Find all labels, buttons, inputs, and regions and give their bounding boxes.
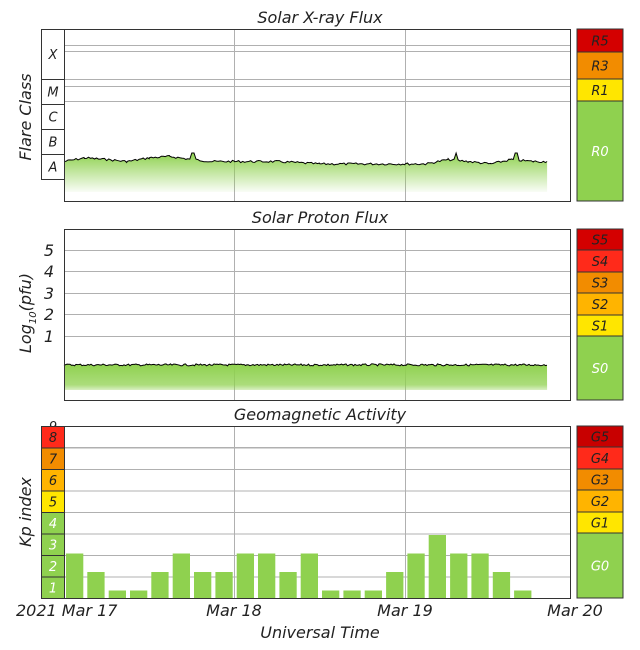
- x-tick-mar17: 2021 Mar 17: [16, 601, 118, 620]
- kp-level-label-5: 5: [49, 495, 57, 510]
- kp-bar: [471, 553, 489, 598]
- kp-bar: [343, 590, 361, 598]
- proton-tick-5: 5: [44, 241, 54, 260]
- proton-flux-area: [64, 363, 548, 390]
- kp-bar: [87, 572, 105, 598]
- s-scale-box-s0: [576, 335, 624, 401]
- kp-bar: [428, 535, 446, 598]
- flare-class-label-c: C: [48, 111, 58, 126]
- proton-frame: [64, 229, 571, 401]
- proton-tick-4: 4: [44, 262, 54, 281]
- kp-bar: [151, 572, 169, 598]
- kp-bar: [236, 553, 254, 598]
- xray-flux-area: [64, 153, 548, 192]
- g-scale-box-g0: [576, 532, 624, 599]
- proton-scale-column: S5 S4 S3 S2 S1 S0: [576, 228, 624, 401]
- xray-title: Solar X-ray Flux: [257, 8, 383, 27]
- kp-bar: [258, 553, 276, 598]
- s-scale-label-s1: S1: [592, 320, 609, 335]
- r-scale-box-r0: [576, 100, 624, 202]
- xray-frame: [64, 29, 571, 202]
- kp-bar: [514, 590, 532, 598]
- geomag-title: Geomagnetic Activity: [234, 405, 407, 424]
- kp-bar: [364, 590, 382, 598]
- s-scale-label-s3: S3: [592, 277, 609, 292]
- x-axis: 2021 Mar 17 Mar 18 Mar 19 Mar 20 Univers…: [16, 601, 603, 642]
- proton-tick-2: 2: [44, 305, 54, 324]
- flare-class-label-x: X: [48, 48, 59, 63]
- kp-level-boxes: 987654321: [41, 420, 65, 599]
- kp-level-label-3: 3: [49, 538, 57, 553]
- g-scale-label-g5: G5: [591, 431, 609, 446]
- proton-panel: 5 4 3 2 1 S5 S4 S3 S2 S1 S0: [44, 228, 624, 401]
- r-scale-label-r3: R3: [591, 60, 608, 75]
- kp-bar: [450, 553, 468, 598]
- kp-level-label-7: 7: [49, 452, 58, 467]
- kp-level-label-2: 2: [49, 560, 57, 575]
- kp-level-label-4: 4: [49, 517, 57, 532]
- xray-flux-line: [63, 151, 548, 166]
- x-tick-mar19: Mar 19: [377, 601, 433, 620]
- kp-level-label-1: 1: [49, 581, 57, 596]
- kp-level-label-8: 8: [49, 431, 57, 446]
- xray-gridlines: [64, 29, 570, 201]
- kp-bar: [407, 553, 425, 598]
- r-scale-label-r5: R5: [591, 35, 608, 50]
- kp-bars: [66, 535, 532, 598]
- g-scale-label-g0: G0: [591, 560, 609, 575]
- g-scale-label-g3: G3: [591, 474, 609, 489]
- xray-scale-column: R5 R3 R1 R0: [576, 28, 624, 202]
- x-axis-label: Universal Time: [260, 623, 380, 642]
- proton-tick-labels: 5 4 3 2 1: [44, 241, 54, 346]
- kp-bar: [386, 572, 404, 598]
- proton-flux-line: [63, 363, 548, 367]
- proton-ylabel: Log10(pfu): [16, 273, 39, 353]
- x-tick-mar18: Mar 18: [206, 601, 262, 620]
- proton-title: Solar Proton Flux: [252, 208, 389, 227]
- kp-bar: [66, 553, 84, 598]
- flare-class-label-a: A: [48, 161, 58, 176]
- kp-bar: [108, 590, 126, 598]
- s-scale-label-s0: S0: [592, 362, 609, 377]
- kp-bar: [492, 572, 511, 598]
- s-scale-label-s5: S5: [592, 234, 609, 249]
- r-scale-box-r3: [576, 51, 624, 80]
- s-scale-label-s4: S4: [592, 255, 609, 270]
- kp-bar: [172, 553, 190, 598]
- x-tick-mar20: Mar 20: [547, 601, 603, 620]
- g-scale-label-g4: G4: [591, 452, 609, 467]
- geomag-scale-column: G5 G4 G3 G2 G1 G0: [576, 425, 624, 599]
- g-scale-label-g1: G1: [591, 517, 609, 532]
- geomag-frame: [64, 426, 571, 599]
- kp-level-label-6: 6: [49, 474, 57, 489]
- kp-bar: [300, 553, 318, 598]
- kp-bar: [194, 572, 212, 598]
- kp-bar: [130, 590, 148, 598]
- r-scale-label-r0: R0: [591, 145, 608, 160]
- flare-class-label-b: B: [49, 136, 58, 151]
- kp-bar: [279, 572, 297, 598]
- flare-class-label-m: M: [47, 86, 58, 101]
- r-scale-label-r1: R1: [591, 84, 608, 99]
- xray-ylabel: Flare Class: [16, 73, 35, 160]
- kp-bar: [215, 572, 233, 598]
- kp-bar: [322, 590, 340, 598]
- geomag-ylabel: Kp index: [16, 477, 35, 547]
- proton-tick-1: 1: [44, 327, 54, 346]
- g-scale-label-g2: G2: [591, 495, 609, 510]
- proton-tick-3: 3: [44, 284, 54, 303]
- s-scale-label-s2: S2: [592, 298, 609, 313]
